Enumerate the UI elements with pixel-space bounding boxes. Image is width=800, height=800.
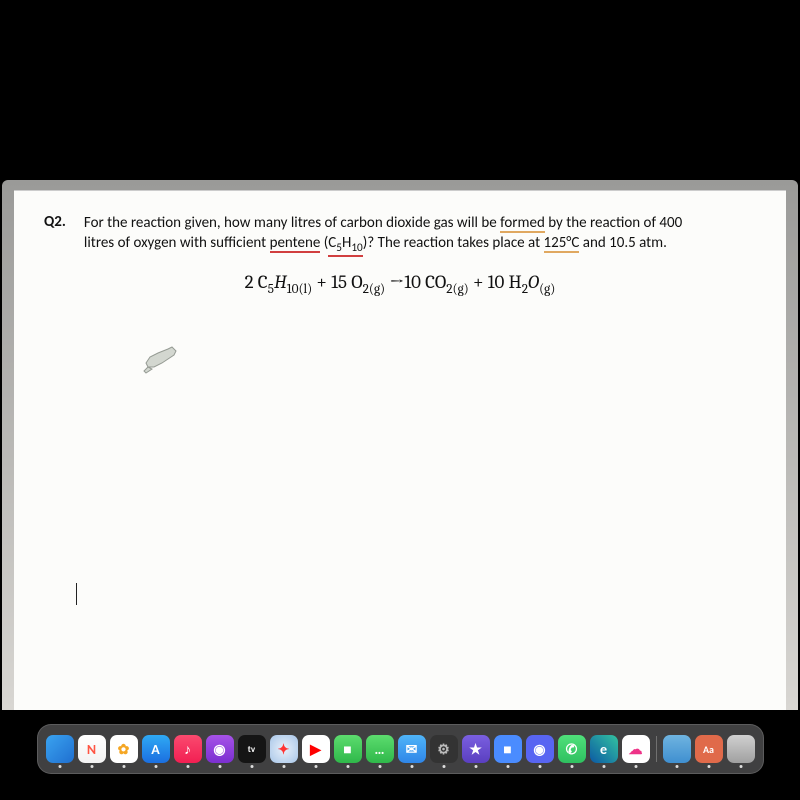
monitor-bezel: Q2. For the reaction given, how many lit… <box>2 180 798 710</box>
chemical-equation: 2 C5H10(l) + 15 O2(g) →10 CO2(g) + 10 H2… <box>44 271 756 297</box>
appletv-icon[interactable]: tv <box>238 735 266 763</box>
trash-icon[interactable] <box>727 735 755 763</box>
onedrive-icon[interactable]: ☁ <box>622 735 650 763</box>
mail-icon[interactable]: ✉ <box>398 735 426 763</box>
question-line2d: and 10.5 atm. <box>579 234 667 252</box>
font-icon[interactable]: Aa <box>695 735 723 763</box>
question-line2b: ( <box>320 234 328 252</box>
photos-icon[interactable]: ✿ <box>110 735 138 763</box>
safari-icon[interactable]: ✦ <box>270 735 298 763</box>
settings-icon[interactable]: ⚙ <box>430 735 458 763</box>
document-page[interactable]: Q2. For the reaction given, how many lit… <box>14 190 786 710</box>
dock-separator <box>656 736 657 762</box>
news-icon[interactable]: N <box>78 735 106 763</box>
desktop-black-area-bottom: N✿A♪◉tv✦▶■…✉⚙★■◉✆e☁Aa <box>0 710 800 800</box>
underlined-temp: 125°C <box>544 236 580 253</box>
podcasts-icon[interactable]: ◉ <box>206 735 234 763</box>
question-line1b: by the reaction of 400 <box>545 214 682 232</box>
underlined-pentene: pentene <box>270 236 321 253</box>
desktop-black-area-top <box>0 0 800 180</box>
pentene-formula: C5H10 <box>328 236 362 256</box>
music-icon[interactable]: ♪ <box>174 735 202 763</box>
question-line1a: For the reaction given, how many litres … <box>84 214 500 232</box>
underlined-formed: formed <box>500 216 545 233</box>
question-line2c: )? The reaction takes place at <box>363 234 544 252</box>
whatsapp-icon[interactable]: ✆ <box>558 735 586 763</box>
zoom-icon[interactable]: ■ <box>494 735 522 763</box>
question-line2a: litres of oxygen with sufficient <box>84 234 270 252</box>
facetime-icon[interactable]: ■ <box>334 735 362 763</box>
finder-icon[interactable] <box>46 735 74 763</box>
macos-dock[interactable]: N✿A♪◉tv✦▶■…✉⚙★■◉✆e☁Aa <box>37 724 764 774</box>
question-text: For the reaction given, how many litres … <box>84 213 682 257</box>
question-block: Q2. For the reaction given, how many lit… <box>44 213 756 257</box>
dock-container: N✿A♪◉tv✦▶■…✉⚙★■◉✆e☁Aa <box>0 724 800 774</box>
star-icon[interactable]: ★ <box>462 735 490 763</box>
pointer-hand-icon <box>134 341 182 381</box>
discord-icon[interactable]: ◉ <box>526 735 554 763</box>
edge-icon[interactable]: e <box>590 735 618 763</box>
appstore-icon[interactable]: A <box>142 735 170 763</box>
messages-icon[interactable]: … <box>366 735 394 763</box>
folder-icon[interactable] <box>663 735 691 763</box>
text-cursor <box>76 583 77 605</box>
youtube-icon[interactable]: ▶ <box>302 735 330 763</box>
question-label: Q2. <box>44 213 66 257</box>
